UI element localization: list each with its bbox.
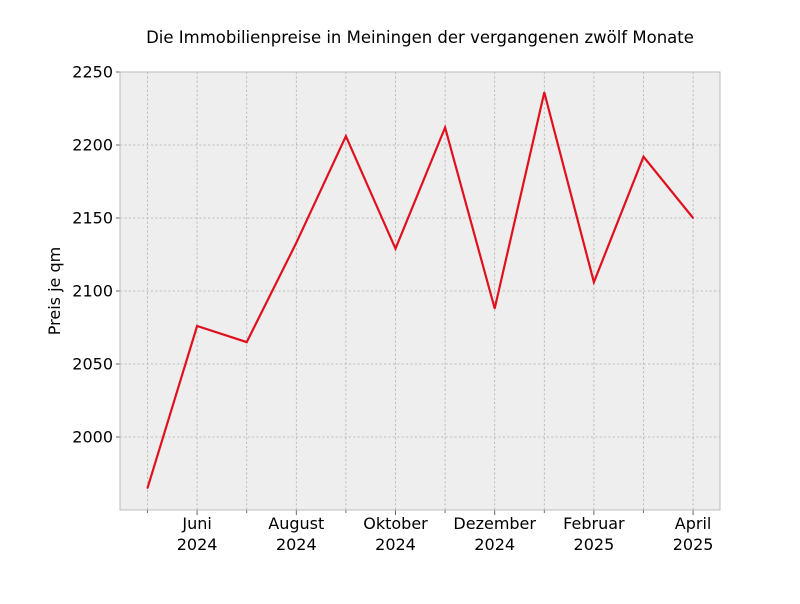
data-point [444, 126, 446, 129]
data-point [493, 307, 496, 310]
data-point [196, 325, 198, 327]
x-tick-label-year: 2025 [574, 535, 615, 554]
chart-title: Die Immobilienpreise in Meiningen der ve… [146, 28, 694, 47]
series-layer [146, 91, 694, 489]
y-tick-label: 2100 [72, 282, 113, 301]
data-point [642, 155, 645, 158]
data-point [692, 217, 694, 219]
y-axis-label: Preis je qm [45, 247, 64, 335]
data-point [593, 281, 595, 284]
x-tick-label-month: April [675, 514, 712, 533]
y-tick-label: 2250 [72, 63, 113, 82]
y-tick-label: 2200 [72, 136, 113, 155]
x-tick-label-month: August [268, 514, 324, 533]
x-tick-label-month: Oktober [363, 514, 428, 533]
data-point [245, 341, 248, 343]
x-tick-label-month: Dezember [453, 514, 536, 533]
data-point [146, 487, 149, 489]
tick-labels: 2000 2050 2100 2150 2200 2250 Juni 2024 August 20… [72, 63, 713, 555]
x-tick-label-year: 2024 [177, 535, 218, 554]
y-tick-label: 2150 [72, 209, 113, 228]
x-tick-label-year: 2024 [474, 535, 515, 554]
data-point [345, 135, 347, 138]
x-tick-label-month: Juni [181, 514, 211, 533]
x-tick-label-year: 2024 [276, 535, 317, 554]
data-point [295, 242, 298, 244]
y-tick-label: 2000 [72, 428, 113, 447]
x-tick-label-month: Februar [563, 514, 625, 533]
x-tick-label-year: 2024 [375, 535, 416, 554]
x-tick-label-year: 2025 [673, 535, 714, 554]
y-tick-label: 2050 [72, 355, 113, 374]
data-point [394, 247, 397, 250]
plot-frame [119, 71, 721, 511]
data-point [543, 91, 546, 94]
price-series-line [146, 92, 694, 489]
